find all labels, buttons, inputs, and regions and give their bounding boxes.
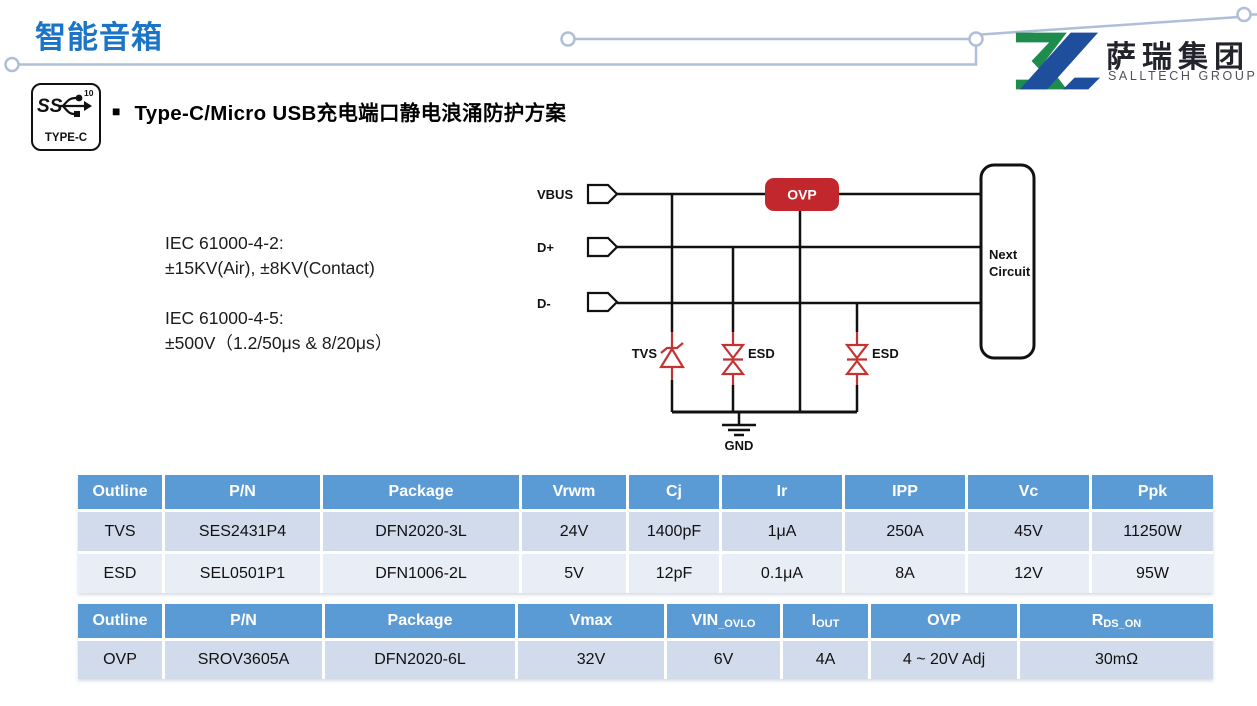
tvs-esd-spec-table: Outline P/N Package Vrwm Cj Ir IPP Vc Pp… [78, 475, 1213, 593]
dminus-label: D- [537, 296, 551, 311]
iec-spec-text: IEC 61000-4-2: ±15KV(Air), ±8KV(Contact)… [165, 231, 392, 356]
gnd-icon [722, 412, 756, 437]
ovp-spec-table: Outline P/N Package Vmax VIN _OVLO I OUT O… [78, 604, 1213, 679]
header-cell: P/N [165, 475, 320, 509]
table-cell: 1400pF [629, 512, 719, 551]
header-cell: Cj [629, 475, 719, 509]
header-cell: IPP [845, 475, 965, 509]
header-cell: VIN _OVLO [667, 604, 780, 638]
header-cell: Outline [78, 604, 162, 638]
table-cell: 4 ~ 20V Adj [871, 641, 1017, 679]
iec-rating-1: ±15KV(Air), ±8KV(Contact) [165, 258, 375, 278]
ss-label: SS [37, 96, 63, 117]
next-circuit-block [979, 163, 1036, 360]
header-cell: Outline [78, 475, 162, 509]
header-cell: Ppk [1092, 475, 1213, 509]
section-heading: Type-C/Micro USB充电端口静电浪涌防护方案 [134, 102, 567, 125]
next-circuit-label-1: Next [989, 247, 1018, 262]
header-cell: R DS_ON [1020, 604, 1213, 638]
table-cell: 30mΩ [1020, 641, 1213, 679]
protection-circuit-diagram: VBUS D+ D- GND [537, 163, 1036, 453]
table-cell: 250A [845, 512, 965, 551]
table-cell: 24V [522, 512, 626, 551]
table-cell: DFN2020-3L [323, 512, 519, 551]
ovp-label: OVP [787, 187, 817, 203]
circuit-wires [617, 192, 981, 414]
table-cell: SEL0501P1 [165, 554, 320, 593]
table-cell: 11250W [1092, 512, 1213, 551]
logo-company-name-en: SALLTECH GROUP [1108, 69, 1257, 83]
logo-company-name: 萨瑞集团 [1106, 41, 1250, 74]
iec-standard-2: IEC 61000-4-5: [165, 308, 284, 328]
tvs-diode-icon [659, 332, 685, 380]
iec-standard-1: IEC 61000-4-2: [165, 233, 284, 253]
esd-diode-icon [720, 332, 746, 385]
diagonal-connector-line [980, 15, 1240, 36]
table-cell: SROV3605A [165, 641, 322, 679]
connector-node-icon [968, 31, 984, 47]
header-cell: Vmax [518, 604, 664, 638]
esd-label: ESD [872, 346, 899, 361]
connector-node-icon [4, 56, 20, 73]
dminus-connector-icon [586, 291, 619, 313]
table-cell: DFN2020-6L [325, 641, 515, 679]
connector-node-icon [1236, 6, 1252, 23]
decorative-connector-lines [4, 6, 1257, 73]
type-c-badge: SS 10 TYPE-C [31, 83, 101, 151]
type-c-label: TYPE-C [44, 132, 88, 144]
section-heading-row: ■ Type-C/Micro USB充电端口静电浪涌防护方案 [112, 96, 566, 126]
salltech-logo-mark-icon [1015, 32, 1101, 90]
table-cell: 95W [1092, 554, 1213, 593]
table-cell: ESD [78, 554, 162, 593]
table-cell: 0.1μA [722, 554, 842, 593]
vbus-label: VBUS [537, 187, 573, 202]
table-cell: 12V [968, 554, 1089, 593]
header-cell: Package [323, 475, 519, 509]
table-cell: 45V [968, 512, 1089, 551]
header-cell: Ir [722, 475, 842, 509]
page-title: 智能音箱 [35, 20, 163, 55]
table-cell: 5V [522, 554, 626, 593]
usb10-label: 10 [84, 88, 94, 98]
next-circuit-label-2: Circuit [989, 264, 1031, 279]
table-cell: 4A [783, 641, 868, 679]
table-cell: SES2431P4 [165, 512, 320, 551]
square-bullet-icon: ■ [112, 103, 121, 119]
connector-node-icon [560, 31, 576, 47]
lower-connector-line [19, 46, 978, 66]
table-cell: DFN1006-2L [323, 554, 519, 593]
iec-rating-2: ±500V（1.2/50μs & 8/20μs） [165, 333, 393, 353]
header-cell: Vrwm [522, 475, 626, 509]
table-cell: 12pF [629, 554, 719, 593]
table-cell: 32V [518, 641, 664, 679]
table-cell: 8A [845, 554, 965, 593]
header-cell: Vc [968, 475, 1089, 509]
usb-superspeed-icon: SS 10 [37, 88, 94, 117]
header-cell: I OUT [783, 604, 868, 638]
ovp-block [765, 178, 839, 211]
vbus-connector-icon [586, 183, 619, 205]
esd-diode-icon [844, 332, 870, 385]
table-cell: 1μA [722, 512, 842, 551]
tvs-label: TVS [632, 346, 658, 361]
header-cell: P/N [165, 604, 322, 638]
dplus-connector-icon [586, 236, 619, 258]
table-cell: OVP [78, 641, 162, 679]
table-cell: 6V [667, 641, 780, 679]
table-cell: TVS [78, 512, 162, 551]
header-cell: Package [325, 604, 515, 638]
gnd-label: GND [725, 438, 754, 453]
dplus-label: D+ [537, 240, 554, 255]
esd-label: ESD [748, 346, 775, 361]
header-cell: OVP [871, 604, 1017, 638]
